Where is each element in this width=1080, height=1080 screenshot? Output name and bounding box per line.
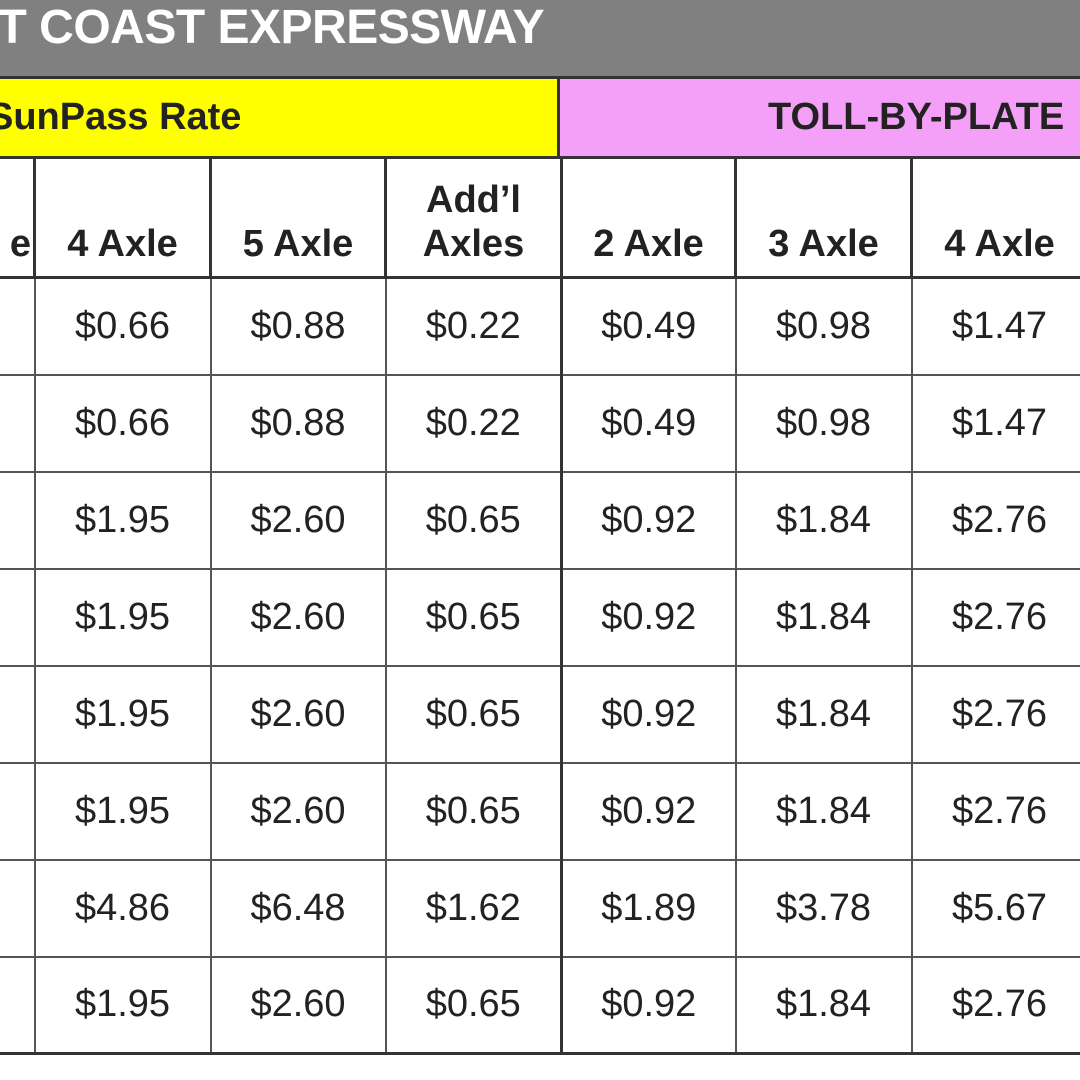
rate-cell: $1.47 (910, 277, 1080, 376)
rate-cell: $1.95 (33, 762, 212, 861)
table-row: $4.86 $6.48 $1.62 $1.89 $3.78 $5.67 (0, 859, 1080, 958)
rate-cell: $0.98 (734, 374, 913, 473)
rate-cell: $0.92 (560, 471, 737, 570)
rate-cell: $2.76 (910, 471, 1080, 570)
page-title: ST COAST EXPRESSWAY (0, 0, 1080, 76)
rate-cell: $1.84 (734, 762, 913, 861)
rate-cell: $1.84 (734, 471, 913, 570)
column-header-sunpass-5-axle: 5 Axle (209, 156, 387, 279)
rate-cell: $2.60 (209, 956, 387, 1055)
rates-table: e 4 Axle 5 Axle Add’l Axles 2 Axle 3 Axl… (0, 156, 1080, 1055)
rate-cell: $3.78 (734, 859, 913, 958)
rate-cell: $0.49 (560, 277, 737, 376)
rate-cell: $0.88 (209, 374, 387, 473)
rate-cell: $0.22 (384, 374, 563, 473)
column-header-tbp-3-axle: 3 Axle (734, 156, 913, 279)
table-row: $0.66 $0.88 $0.22 $0.49 $0.98 $1.47 (0, 374, 1080, 473)
rate-cell: $2.76 (910, 568, 1080, 667)
rate-cell: $1.84 (734, 665, 913, 764)
table-row: $1.95 $2.60 $0.65 $0.92 $1.84 $2.76 (0, 568, 1080, 667)
rate-cell: $0.98 (734, 277, 913, 376)
rate-cell (0, 665, 36, 764)
rate-cell: $2.60 (209, 665, 387, 764)
column-header-3-axle-partial: e (0, 156, 36, 279)
rate-cell: $0.66 (33, 374, 212, 473)
rate-cell: $0.65 (384, 568, 563, 667)
column-header-sunpass-addl-axles: Add’l Axles (384, 156, 563, 279)
rate-group-header: SunPass Rate TOLL-BY-PLATE (0, 76, 1080, 156)
rate-cell: $6.48 (209, 859, 387, 958)
column-header-tbp-4-axle: 4 Axle (910, 156, 1080, 279)
rates-body: $0.66 $0.88 $0.22 $0.49 $0.98 $1.47 $0.66 $0.88… (0, 277, 1080, 1055)
table-row: $1.95 $2.60 $0.65 $0.92 $1.84 $2.76 (0, 665, 1080, 764)
rate-cell: $0.92 (560, 665, 737, 764)
table-row: $1.95 $2.60 $0.65 $0.92 $1.84 $2.76 (0, 956, 1080, 1055)
rate-cell: $1.62 (384, 859, 563, 958)
rate-cell: $1.95 (33, 665, 212, 764)
rate-cell: $5.67 (910, 859, 1080, 958)
rate-cell (0, 762, 36, 861)
sunpass-rate-group: SunPass Rate (0, 79, 560, 156)
rate-cell: $2.60 (209, 471, 387, 570)
rate-cell: $0.66 (33, 277, 212, 376)
rate-cell (0, 277, 36, 376)
rate-cell: $2.76 (910, 665, 1080, 764)
table-row: $0.66 $0.88 $0.22 $0.49 $0.98 $1.47 (0, 277, 1080, 376)
toll-by-plate-label: TOLL-BY-PLATE (768, 96, 1065, 138)
rate-cell (0, 956, 36, 1055)
rate-cell (0, 471, 36, 570)
rate-cell: $0.92 (560, 762, 737, 861)
column-header-row: e 4 Axle 5 Axle Add’l Axles 2 Axle 3 Axl… (0, 156, 1080, 279)
rate-cell: $0.92 (560, 956, 737, 1055)
rate-cell: $0.22 (384, 277, 563, 376)
rate-cell: $1.95 (33, 471, 212, 570)
table-row: $1.95 $2.60 $0.65 $0.92 $1.84 $2.76 (0, 471, 1080, 570)
column-header-tbp-2-axle: 2 Axle (560, 156, 737, 279)
rate-cell (0, 859, 36, 958)
toll-by-plate-group: TOLL-BY-PLATE (560, 79, 1080, 156)
rate-cell: $2.60 (209, 568, 387, 667)
rate-cell: $1.47 (910, 374, 1080, 473)
rate-cell (0, 374, 36, 473)
rate-cell: $0.65 (384, 956, 563, 1055)
rate-cell: $1.95 (33, 956, 212, 1055)
table-row: $1.95 $2.60 $0.65 $0.92 $1.84 $2.76 (0, 762, 1080, 861)
rate-cell: $0.88 (209, 277, 387, 376)
rate-cell: $1.84 (734, 568, 913, 667)
rate-cell: $2.76 (910, 956, 1080, 1055)
column-header-sunpass-4-axle: 4 Axle (33, 156, 212, 279)
addl-axles-label: Add’l Axles (422, 179, 525, 265)
rate-cell: $0.65 (384, 665, 563, 764)
rate-cell: $2.76 (910, 762, 1080, 861)
rate-cell: $1.89 (560, 859, 737, 958)
rate-cell: $1.84 (734, 956, 913, 1055)
rate-cell: $0.65 (384, 762, 563, 861)
sunpass-rate-label: SunPass Rate (0, 96, 242, 138)
rate-cell (0, 568, 36, 667)
rate-cell: $1.95 (33, 568, 212, 667)
rate-cell: $0.49 (560, 374, 737, 473)
rate-cell: $4.86 (33, 859, 212, 958)
rate-cell: $2.60 (209, 762, 387, 861)
rate-cell: $0.92 (560, 568, 737, 667)
rate-cell: $0.65 (384, 471, 563, 570)
